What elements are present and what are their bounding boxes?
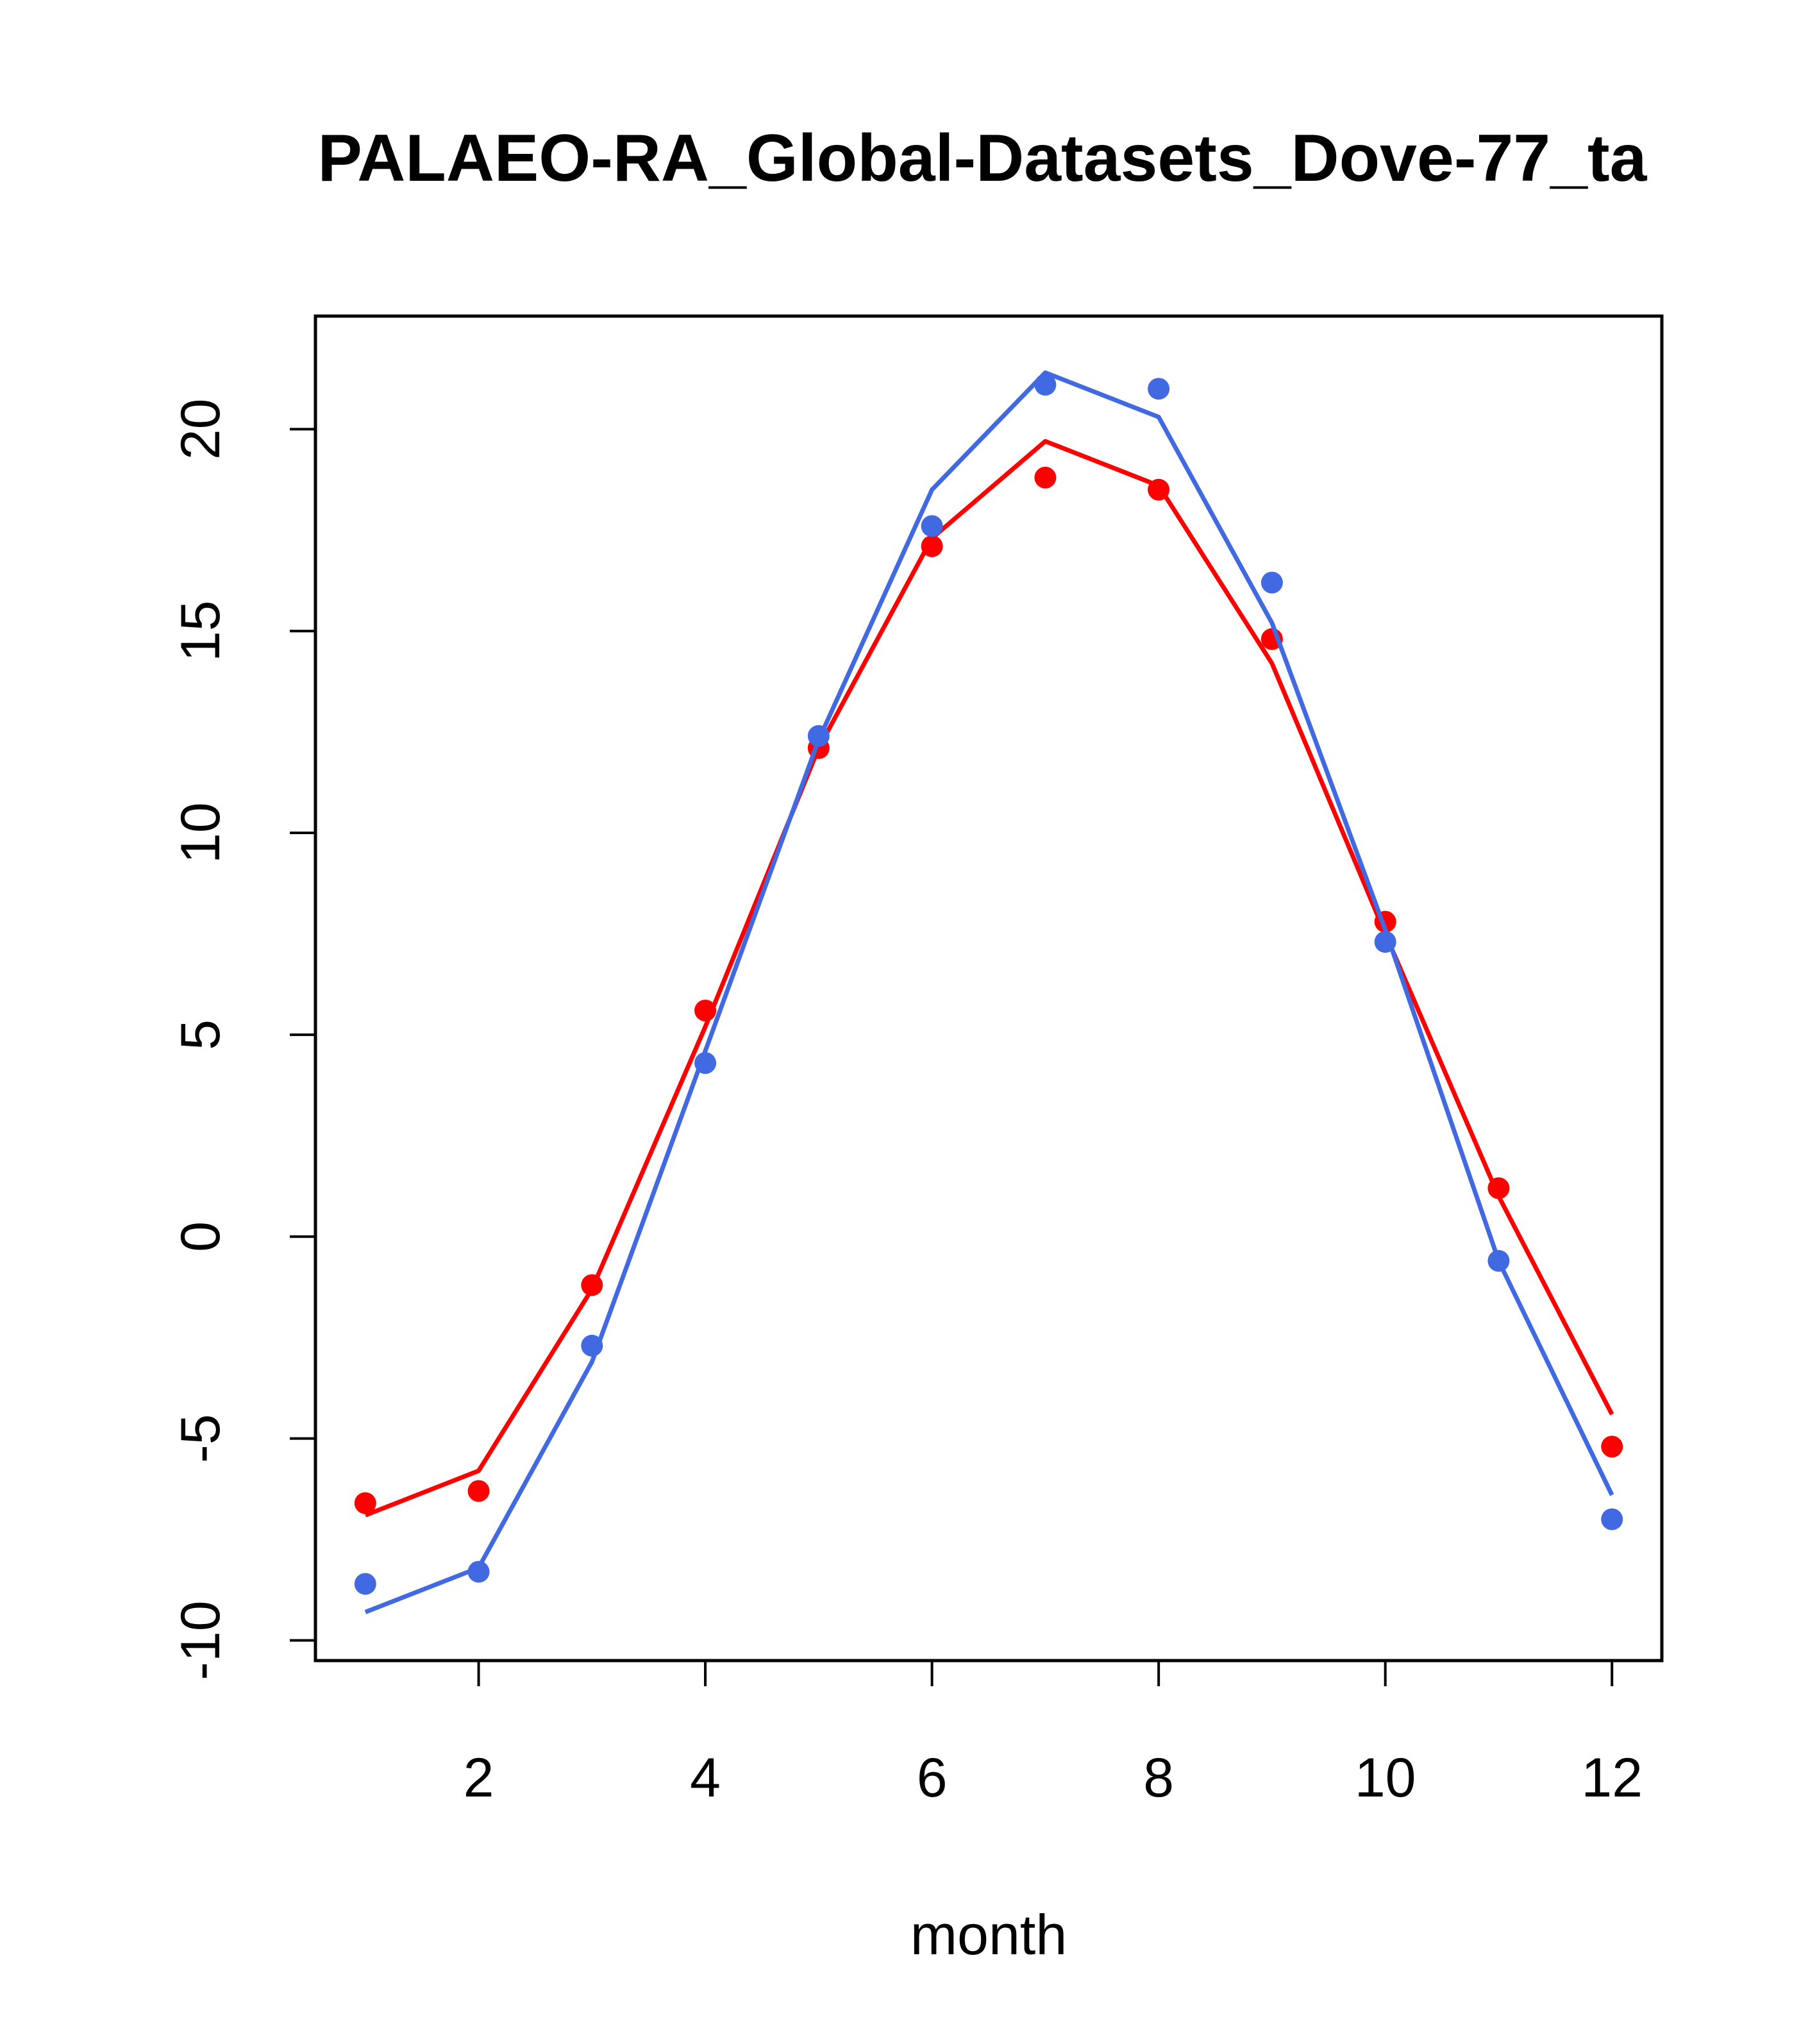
- x-axis: 2 4 6 8 10 12: [464, 1659, 1643, 1809]
- chart-title: PALAEO-RA_Global-Datasets_Dove-77_ta: [318, 121, 1648, 196]
- series-line: [364, 439, 1614, 1518]
- x-axis-label: month: [910, 1903, 1068, 1966]
- x-tick-label: 6: [917, 1747, 948, 1809]
- y-tick-label: 10: [170, 802, 231, 864]
- data-point: [354, 1492, 376, 1514]
- series-layer: [354, 370, 1623, 1614]
- data-point: [1148, 478, 1170, 501]
- y-tick-label: -10: [170, 1600, 231, 1680]
- data-point: [1487, 1250, 1510, 1272]
- data-point: [467, 1480, 490, 1502]
- y-tick-label: 20: [170, 398, 231, 460]
- x-tick-label: 8: [1143, 1747, 1174, 1809]
- data-point: [694, 1052, 717, 1074]
- data-point: [581, 1274, 603, 1296]
- y-axis: -10 -5 0 5 10 15 20: [170, 398, 317, 1680]
- x-tick-label: 2: [464, 1747, 494, 1809]
- x-tick-label: 4: [690, 1747, 721, 1809]
- data-point: [921, 535, 943, 557]
- data-point: [1374, 931, 1396, 953]
- data-point: [1034, 374, 1057, 396]
- data-point: [1487, 1177, 1510, 1200]
- series-2: [354, 370, 1623, 1614]
- data-point: [1148, 378, 1170, 400]
- y-tick-label: -5: [170, 1414, 231, 1462]
- data-point: [581, 1334, 603, 1357]
- x-tick-label: 12: [1581, 1747, 1643, 1809]
- y-tick-label: 5: [170, 1019, 231, 1050]
- x-tick-label: 10: [1355, 1747, 1416, 1809]
- data-point: [1601, 1436, 1623, 1458]
- y-tick-label: 15: [170, 600, 231, 662]
- data-point: [1034, 466, 1057, 489]
- series-line: [364, 370, 1614, 1614]
- y-tick-label: 0: [170, 1221, 231, 1252]
- data-point: [921, 515, 943, 537]
- data-point: [354, 1573, 376, 1595]
- plot-frame: [314, 314, 1664, 1663]
- data-point: [1260, 571, 1283, 594]
- data-point: [694, 1000, 717, 1022]
- data-point: [1601, 1508, 1623, 1530]
- series-1: [354, 439, 1623, 1518]
- data-point: [807, 725, 830, 747]
- data-point: [467, 1561, 490, 1583]
